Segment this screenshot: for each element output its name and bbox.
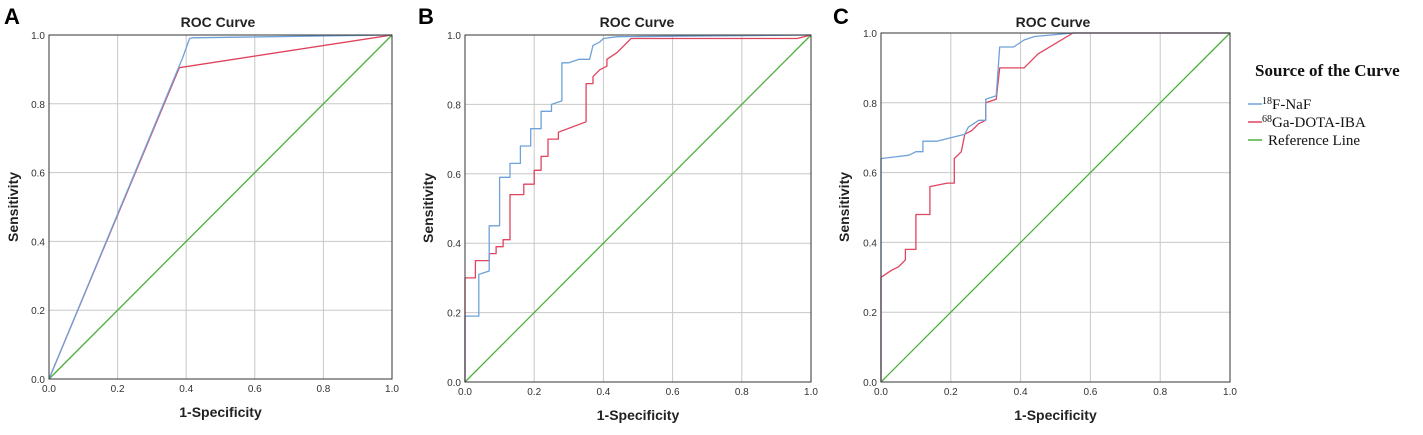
roc-panel-c: C ROC Curve 0.00.0 0.2 0.2 0.4 0.4 0.6 0.6 0.8 0.8… [833, 4, 1237, 423]
x-tick-label: 0.2 [527, 387, 541, 398]
gridlines [881, 33, 1230, 382]
chart-title: ROC Curve [181, 14, 256, 30]
legend-title: Source of the Curve [1255, 61, 1400, 80]
y-tick-label: 0.0 [31, 375, 45, 386]
legend-label: 68Ga-DOTA-IBA [1262, 114, 1366, 131]
y-tick-label: 0.0 [863, 378, 877, 389]
y-tick-label: 0.4 [31, 237, 45, 248]
series-line-18f-naf [464, 34, 812, 382]
y-tick-label: 0.2 [447, 309, 461, 320]
plot-frame [48, 34, 393, 380]
x-tick-label: 0.6 [248, 384, 262, 395]
y-tick-label: 0.4 [447, 239, 461, 250]
plot-frame [464, 34, 812, 383]
y-tick-label: 0.6 [31, 169, 45, 180]
y-tick-label: 0.8 [31, 100, 45, 111]
legend-label: 18F-NaF [1262, 96, 1311, 113]
chart-title: ROC Curve [600, 14, 675, 30]
legend-item-reference-line: Reference Line [1248, 133, 1360, 149]
x-tick-label: 0.8 [1153, 387, 1167, 398]
y-tick-label: 1.0 [447, 31, 461, 42]
x-tick-label: 0.2 [111, 384, 125, 395]
gridlines [465, 35, 811, 382]
y-tick-label: 0.8 [863, 99, 877, 110]
series-line-reference-line [464, 34, 812, 383]
x-tick-label: 0.2 [944, 387, 958, 398]
x-tick-label: 0.6 [1083, 387, 1097, 398]
legend: Source of the Curve 18F-NaF68Ga-DOTA-IBA… [1248, 61, 1400, 149]
y-tick-label: 0.4 [863, 238, 877, 249]
x-tick-label: 0.0 [42, 384, 56, 395]
x-tick-label: 0.8 [316, 384, 330, 395]
series-line-68ga-dota-iba [880, 32, 1230, 382]
roc-panel-a: A ROC Curve 0.00.0 0.2 0.2 0.4 0.4 0.6 0.6 0.8 0.8… [4, 4, 399, 420]
x-tick-label: 0.0 [874, 387, 888, 398]
y-tick-label: 0.8 [447, 100, 461, 111]
panel-letter: B [418, 4, 434, 29]
series-line-reference-line [48, 34, 393, 380]
series-line-reference-line [880, 32, 1231, 383]
x-axis-label: 1-Specificity [597, 407, 680, 423]
chart-title: ROC Curve [1016, 14, 1091, 30]
x-tick-label: 0.6 [666, 387, 680, 398]
y-tick-label: 0.2 [863, 308, 877, 319]
x-tick-label: 0.4 [1014, 387, 1028, 398]
legend-label: Reference Line [1268, 133, 1360, 149]
x-tick-label: 0.4 [179, 384, 193, 395]
legend-label-text: F-NaF [1272, 97, 1311, 113]
x-tick-label: 0.4 [596, 387, 610, 398]
y-tick-label: 0.0 [447, 378, 461, 389]
panel-letter: C [833, 4, 849, 29]
x-axis-label: 1-Specificity [1014, 407, 1097, 423]
x-tick-label: 1.0 [1223, 387, 1237, 398]
x-tick-label: 0.8 [735, 387, 749, 398]
y-axis-label: Sensitivity [836, 172, 852, 242]
legend-isotope: 68 [1262, 114, 1272, 125]
x-tick-label: 1.0 [804, 387, 818, 398]
legend-isotope: 18 [1262, 96, 1272, 107]
y-axis-label: Sensitivity [420, 173, 436, 243]
plot-frame [880, 32, 1231, 383]
x-tick-label: 1.0 [385, 384, 399, 395]
x-tick-label: 0.0 [458, 387, 472, 398]
legend-item-ga-dota-iba: 68Ga-DOTA-IBA [1248, 114, 1366, 131]
series-line-18f-naf [880, 32, 1230, 382]
y-tick-label: 1.0 [31, 31, 45, 42]
y-axis-label: Sensitivity [5, 172, 21, 242]
y-tick-label: 0.6 [863, 169, 877, 180]
series-line-68ga-dota-iba [464, 34, 812, 382]
legend-item-f-naf: 18F-NaF [1248, 96, 1311, 113]
panel-letter: A [4, 4, 20, 29]
series-line-18f-naf [48, 34, 393, 380]
roc-panel-b: B ROC Curve 0.00.0 0.2 0.2 0.4 0.4 0.6 0.6 0.8 0.8… [418, 4, 818, 423]
x-axis-label: 1-Specificity [179, 404, 262, 420]
legend-label-text: Ga-DOTA-IBA [1272, 115, 1366, 131]
legend-label-text: Reference Line [1268, 133, 1360, 149]
y-tick-label: 1.0 [863, 29, 877, 40]
y-tick-label: 0.6 [447, 170, 461, 181]
y-tick-label: 0.2 [31, 306, 45, 317]
